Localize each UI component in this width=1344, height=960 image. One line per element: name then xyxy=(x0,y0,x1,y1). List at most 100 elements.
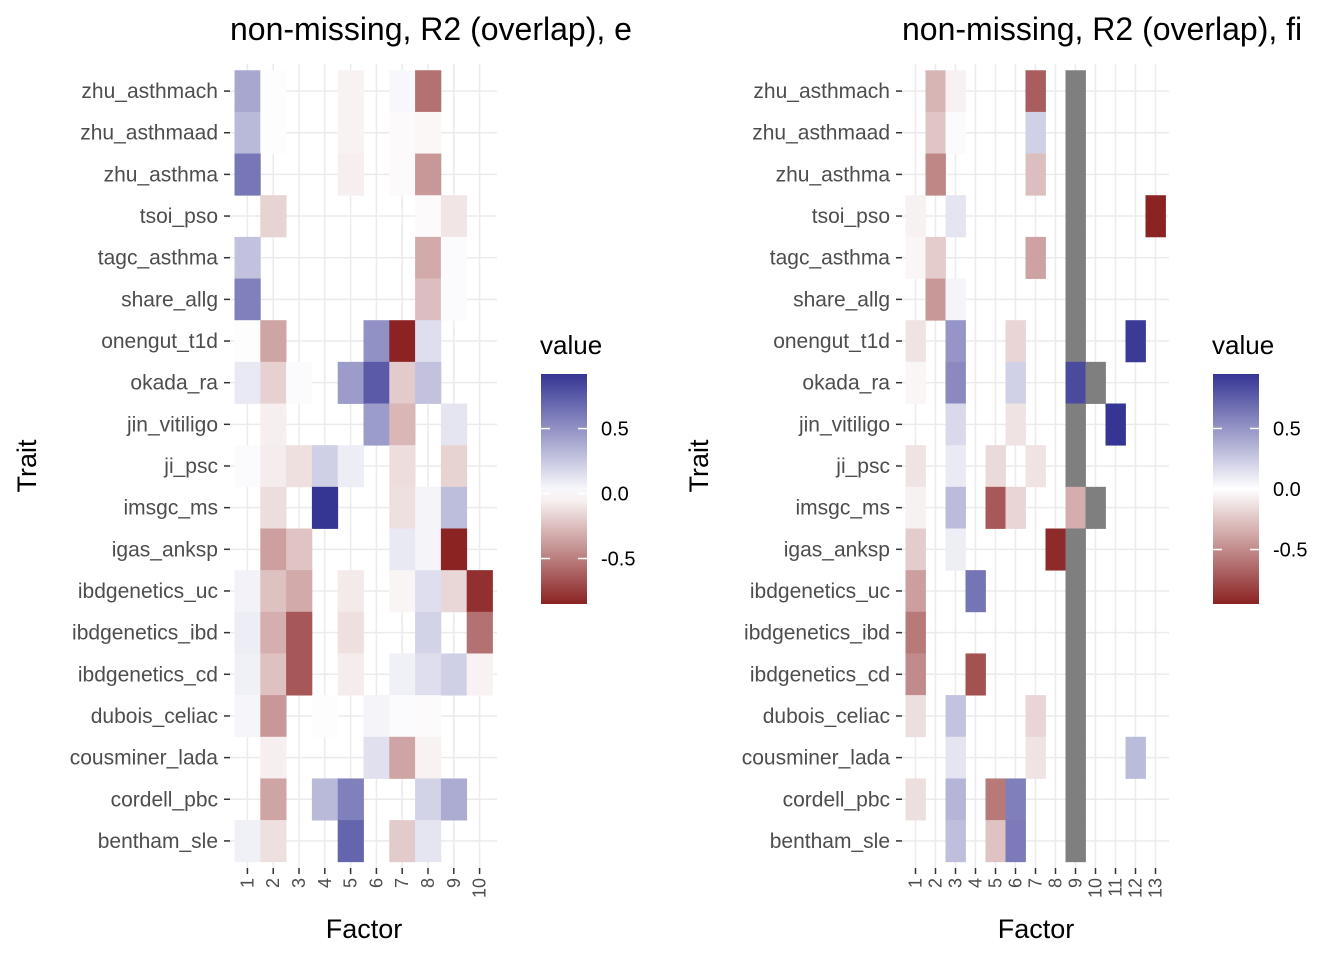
heatmap-cell xyxy=(260,570,287,613)
heatmap-cell xyxy=(337,653,364,696)
heatmap-cell xyxy=(415,611,442,654)
heatmap-cell xyxy=(389,70,416,113)
x-axis-title: Factor xyxy=(998,914,1075,944)
heatmap-cell xyxy=(945,278,966,321)
heatmap-cell xyxy=(440,570,468,613)
heatmap-cell xyxy=(1065,695,1086,738)
x-tick-label: 1 xyxy=(906,878,926,888)
heatmap-cell xyxy=(260,320,287,363)
x-tick-label: 2 xyxy=(926,878,946,888)
heatmap-cell xyxy=(415,695,442,738)
y-tick-label: tagc_asthma xyxy=(770,247,891,270)
y-axis: zhu_asthmach zhu_asthmaad zhu_asthma tsoi_p… xyxy=(742,80,902,853)
heatmap-cell xyxy=(363,695,390,738)
heatmap-cell xyxy=(415,653,442,696)
heatmap-cell xyxy=(945,361,966,404)
heatmap-cell xyxy=(260,611,287,654)
heatmap-cell xyxy=(1065,445,1086,488)
heatmap-cell xyxy=(1005,320,1026,363)
heatmap-cell xyxy=(985,445,1006,488)
legend: value 0.5 0.0 -0.5 xyxy=(540,330,635,604)
heatmap-cell xyxy=(1065,111,1086,154)
heatmap-cell xyxy=(1065,320,1086,363)
y-tick-label: tagc_asthma xyxy=(98,247,219,270)
legend-title: value xyxy=(540,330,602,360)
heatmap-cell xyxy=(260,736,287,779)
heatmap-cell xyxy=(1005,778,1026,821)
heatmap-cell xyxy=(286,445,313,488)
heatmap-cell xyxy=(1005,486,1026,529)
x-tick-label: 11 xyxy=(1106,878,1126,897)
y-tick-label: share_allg xyxy=(121,288,218,311)
y-tick-label: igas_anksp xyxy=(784,538,890,561)
legend-label: -0.5 xyxy=(1273,540,1307,562)
heatmap-cell xyxy=(1065,195,1086,238)
heatmap-cell xyxy=(905,611,926,654)
y-tick-label: ji_psc xyxy=(163,455,218,478)
y-axis: zhu_asthmach zhu_asthmaad zhu_asthma tsoi_p… xyxy=(70,80,230,853)
heatmap-cell xyxy=(389,653,416,696)
heatmap-cell xyxy=(337,778,364,821)
heatmap-cell xyxy=(415,195,442,238)
y-tick-label: bentham_sle xyxy=(98,830,218,853)
legend-label: 0.0 xyxy=(601,484,629,506)
heatmap-cell xyxy=(905,445,926,488)
heatmap-cell xyxy=(905,195,926,238)
heatmap-cell xyxy=(389,570,416,613)
heatmap-cell xyxy=(234,278,261,321)
y-tick-label: tsoi_pso xyxy=(812,205,890,228)
x-axis: 1 2 3 4 5 6 7 8 9 10 xyxy=(237,868,490,898)
heatmap-cell xyxy=(286,611,313,654)
heatmap-cell xyxy=(415,70,442,113)
heatmap-cell xyxy=(1065,820,1086,863)
heatmap-cell xyxy=(363,361,390,404)
heatmap-cell xyxy=(415,736,442,779)
x-tick-label: 9 xyxy=(444,878,464,888)
y-tick-label: zhu_asthmach xyxy=(81,80,218,103)
heatmap-cell xyxy=(260,486,287,529)
heatmap-cell xyxy=(415,320,442,363)
heatmap-cells xyxy=(230,64,497,868)
heatmap-cell xyxy=(945,195,966,238)
heatmap-cell xyxy=(363,403,390,446)
heatmap-cell xyxy=(905,570,926,613)
heatmap-cell xyxy=(234,153,261,196)
y-tick-label: ibdgenetics_cd xyxy=(750,663,890,686)
x-tick-label: 5 xyxy=(986,878,1006,888)
heatmap-cell xyxy=(337,361,364,404)
legend-colorbar xyxy=(541,374,587,604)
heatmap-cell xyxy=(1065,486,1086,529)
heatmap-cell xyxy=(260,445,287,488)
heatmap-panel-left: non-missing, R2 (overlap), e Trait Facto… xyxy=(12,11,635,944)
heatmap-cell xyxy=(415,278,442,321)
heatmap-cell xyxy=(440,278,468,321)
heatmap-cell xyxy=(945,778,966,821)
heatmap-cell xyxy=(337,570,364,613)
heatmap-cell xyxy=(415,361,442,404)
y-tick-label: share_allg xyxy=(793,288,890,311)
y-tick-label: ibdgenetics_uc xyxy=(750,580,890,603)
heatmap-cell xyxy=(1065,70,1086,113)
x-tick-label: 1 xyxy=(237,878,257,888)
y-tick-label: dubois_celiac xyxy=(763,705,890,728)
y-tick-label: ibdgenetics_ibd xyxy=(72,622,218,645)
x-tick-label: 7 xyxy=(392,878,412,888)
heatmap-cell xyxy=(440,236,468,279)
heatmap-cell xyxy=(389,361,416,404)
heatmap-cell xyxy=(945,403,966,446)
heatmap-cell xyxy=(925,70,946,113)
y-tick-label: imsgc_ms xyxy=(795,497,890,520)
heatmap-cell xyxy=(925,111,946,154)
heatmap-cell xyxy=(415,778,442,821)
heatmap-cell xyxy=(234,70,261,113)
heatmap-cell xyxy=(440,403,468,446)
y-tick-label: bentham_sle xyxy=(770,830,890,853)
y-tick-label: imsgc_ms xyxy=(123,497,218,520)
heatmap-panel-right: non-missing, R2 (overlap), fi Trait Fact… xyxy=(684,11,1307,944)
heatmap-cell xyxy=(1065,653,1086,696)
heatmap-cell xyxy=(337,70,364,113)
heatmap-cell xyxy=(260,778,287,821)
heatmap-cell xyxy=(389,403,416,446)
y-tick-label: jin_vitiligo xyxy=(798,413,890,436)
y-tick-label: ibdgenetics_uc xyxy=(78,580,218,603)
